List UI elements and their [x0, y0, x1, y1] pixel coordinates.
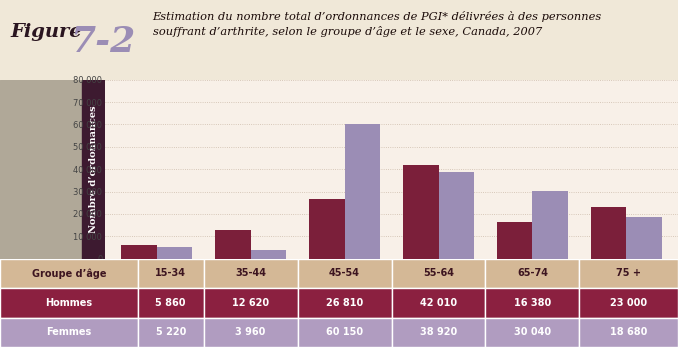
- Text: 42 010: 42 010: [420, 298, 457, 308]
- Bar: [0, 318, 138, 347]
- Text: 35-44: 35-44: [235, 268, 266, 278]
- Text: 15-34: 15-34: [155, 268, 186, 278]
- Bar: [439, 171, 474, 259]
- Bar: [157, 247, 193, 259]
- Text: 12 620: 12 620: [232, 298, 269, 308]
- Bar: [203, 259, 298, 288]
- Bar: [532, 192, 568, 259]
- Bar: [485, 259, 580, 288]
- Bar: [309, 198, 344, 259]
- Text: 75 +: 75 +: [616, 268, 641, 278]
- Text: 65-74: 65-74: [517, 268, 548, 278]
- Bar: [591, 207, 626, 259]
- Text: 38 920: 38 920: [420, 327, 457, 337]
- Text: Nombre d’ordonnances: Nombre d’ordonnances: [89, 105, 98, 233]
- Bar: [138, 318, 203, 347]
- Text: 7-2: 7-2: [71, 25, 136, 59]
- Bar: [215, 230, 251, 259]
- Bar: [580, 318, 678, 347]
- Text: 16 380: 16 380: [514, 298, 551, 308]
- Text: Femmes: Femmes: [46, 327, 92, 337]
- Bar: [203, 288, 298, 318]
- Bar: [626, 217, 662, 259]
- Text: Groupe d’âge: Groupe d’âge: [32, 268, 106, 279]
- Text: 3 960: 3 960: [235, 327, 266, 337]
- Text: 55-64: 55-64: [423, 268, 454, 278]
- Bar: [485, 318, 580, 347]
- Bar: [298, 259, 391, 288]
- Bar: [580, 288, 678, 318]
- Bar: [251, 250, 286, 259]
- Text: 26 810: 26 810: [326, 298, 363, 308]
- Text: 5 860: 5 860: [155, 298, 186, 308]
- Text: 30 040: 30 040: [514, 327, 551, 337]
- Bar: [121, 245, 157, 259]
- Text: Figure: Figure: [10, 23, 82, 41]
- Bar: [0, 288, 138, 318]
- Text: 45-54: 45-54: [329, 268, 360, 278]
- Bar: [391, 259, 485, 288]
- Bar: [82, 80, 105, 259]
- Bar: [403, 165, 439, 259]
- Text: 5 220: 5 220: [155, 327, 186, 337]
- Bar: [580, 259, 678, 288]
- Bar: [138, 259, 203, 288]
- Bar: [298, 318, 391, 347]
- Bar: [344, 124, 380, 259]
- Bar: [298, 288, 391, 318]
- Text: 23 000: 23 000: [610, 298, 647, 308]
- Text: 18 680: 18 680: [610, 327, 647, 337]
- Text: Hommes: Hommes: [45, 298, 92, 308]
- Bar: [138, 288, 203, 318]
- Text: 60 150: 60 150: [326, 327, 363, 337]
- Text: Estimation du nombre total d’ordonnances de PGI* délivrées à des personnes
souff: Estimation du nombre total d’ordonnances…: [153, 11, 602, 37]
- Bar: [391, 288, 485, 318]
- Bar: [391, 318, 485, 347]
- Bar: [485, 288, 580, 318]
- Bar: [0, 259, 138, 288]
- Bar: [203, 318, 298, 347]
- Bar: [497, 222, 532, 259]
